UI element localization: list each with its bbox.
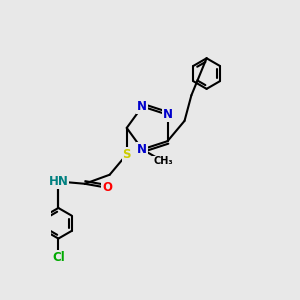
- Text: CH₃: CH₃: [153, 156, 173, 166]
- Text: Cl: Cl: [52, 250, 65, 264]
- Text: S: S: [122, 148, 131, 161]
- Text: O: O: [102, 181, 112, 194]
- Text: N: N: [137, 143, 147, 156]
- Text: N: N: [163, 108, 172, 121]
- Text: HN: HN: [48, 175, 68, 188]
- Text: N: N: [137, 100, 147, 113]
